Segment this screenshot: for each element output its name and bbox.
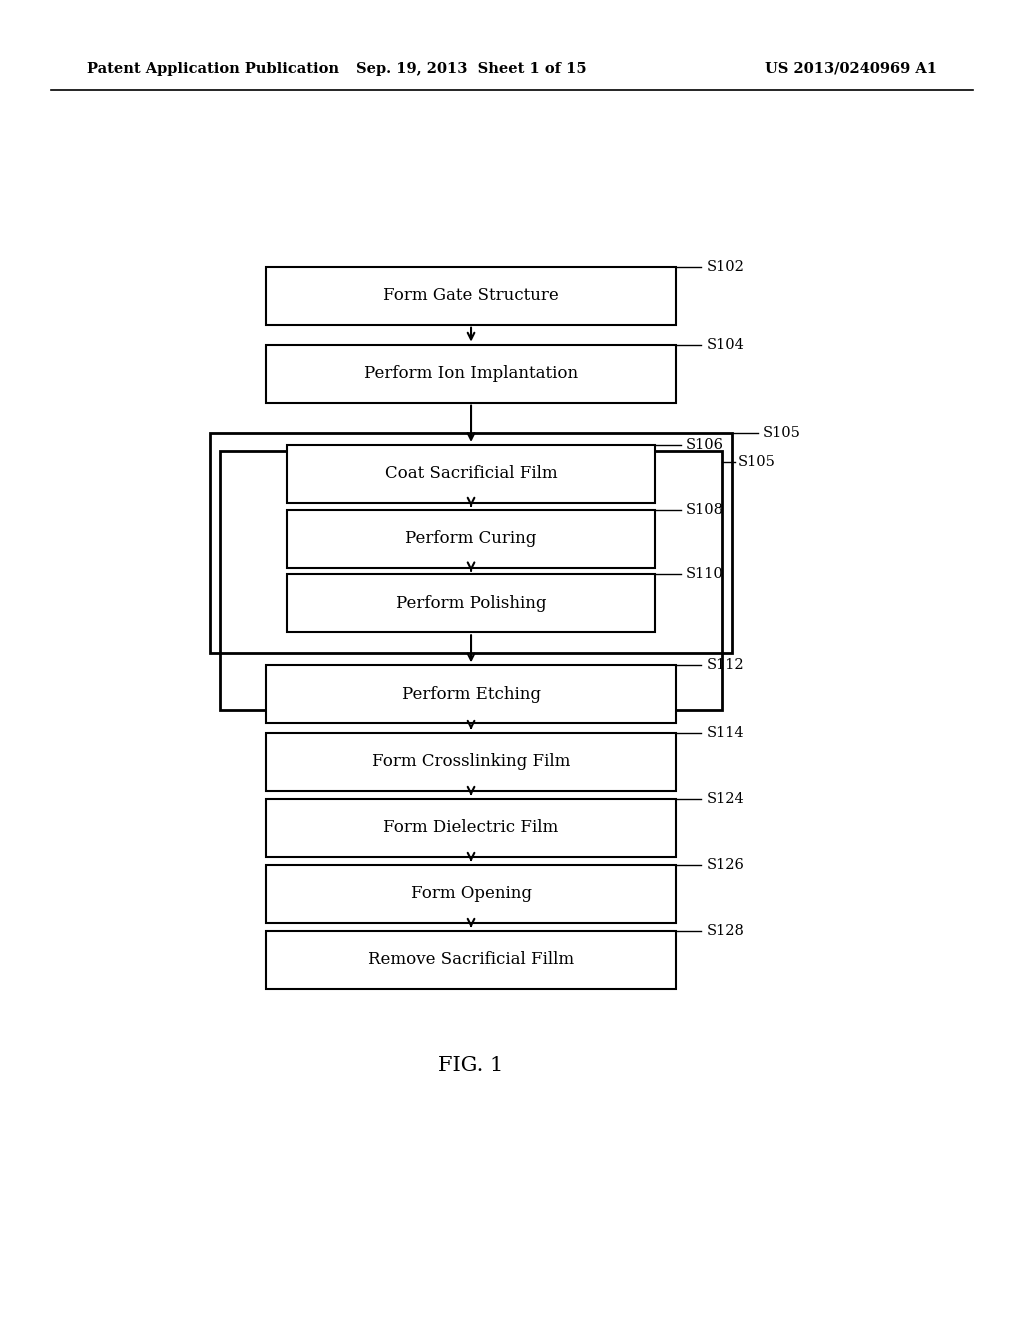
Text: S128: S128	[707, 924, 744, 937]
Text: S124: S124	[707, 792, 744, 805]
Bar	[210, 433, 732, 653]
Text: S104: S104	[707, 338, 744, 351]
Bar	[266, 865, 676, 923]
Text: Form Opening: Form Opening	[411, 886, 531, 902]
Text: Perform Polishing: Perform Polishing	[396, 595, 546, 611]
Bar	[287, 445, 655, 503]
Bar	[266, 931, 676, 989]
Text: S110: S110	[686, 568, 724, 581]
Text: FIG. 1: FIG. 1	[438, 1056, 504, 1074]
Text: S114: S114	[707, 726, 744, 739]
Text: S102: S102	[707, 260, 744, 273]
Text: Form Gate Structure: Form Gate Structure	[383, 288, 559, 304]
Bar	[266, 345, 676, 403]
Text: Perform Etching: Perform Etching	[401, 686, 541, 702]
Text: S126: S126	[707, 858, 744, 871]
Text: Perform Ion Implantation: Perform Ion Implantation	[364, 366, 579, 381]
Text: S106: S106	[686, 438, 724, 451]
Bar	[266, 267, 676, 325]
Text: Form Crosslinking Film: Form Crosslinking Film	[372, 754, 570, 770]
Bar	[266, 799, 676, 857]
Bar	[266, 733, 676, 791]
Text: S105: S105	[737, 455, 775, 469]
Text: Form Dielectric Film: Form Dielectric Film	[383, 820, 559, 836]
Text: Perform Curing: Perform Curing	[406, 531, 537, 546]
Bar	[266, 665, 676, 723]
Text: S112: S112	[707, 659, 744, 672]
Text: Remove Sacrificial Fillm: Remove Sacrificial Fillm	[368, 952, 574, 968]
Bar	[287, 510, 655, 568]
Bar	[287, 574, 655, 632]
Text: US 2013/0240969 A1: US 2013/0240969 A1	[765, 62, 937, 75]
Text: Coat Sacrificial Film: Coat Sacrificial Film	[385, 466, 557, 482]
Text: S108: S108	[686, 503, 724, 516]
Text: Patent Application Publication: Patent Application Publication	[87, 62, 339, 75]
Text: Sep. 19, 2013  Sheet 1 of 15: Sep. 19, 2013 Sheet 1 of 15	[355, 62, 587, 75]
Text: S105: S105	[763, 426, 801, 440]
Bar	[220, 451, 722, 710]
